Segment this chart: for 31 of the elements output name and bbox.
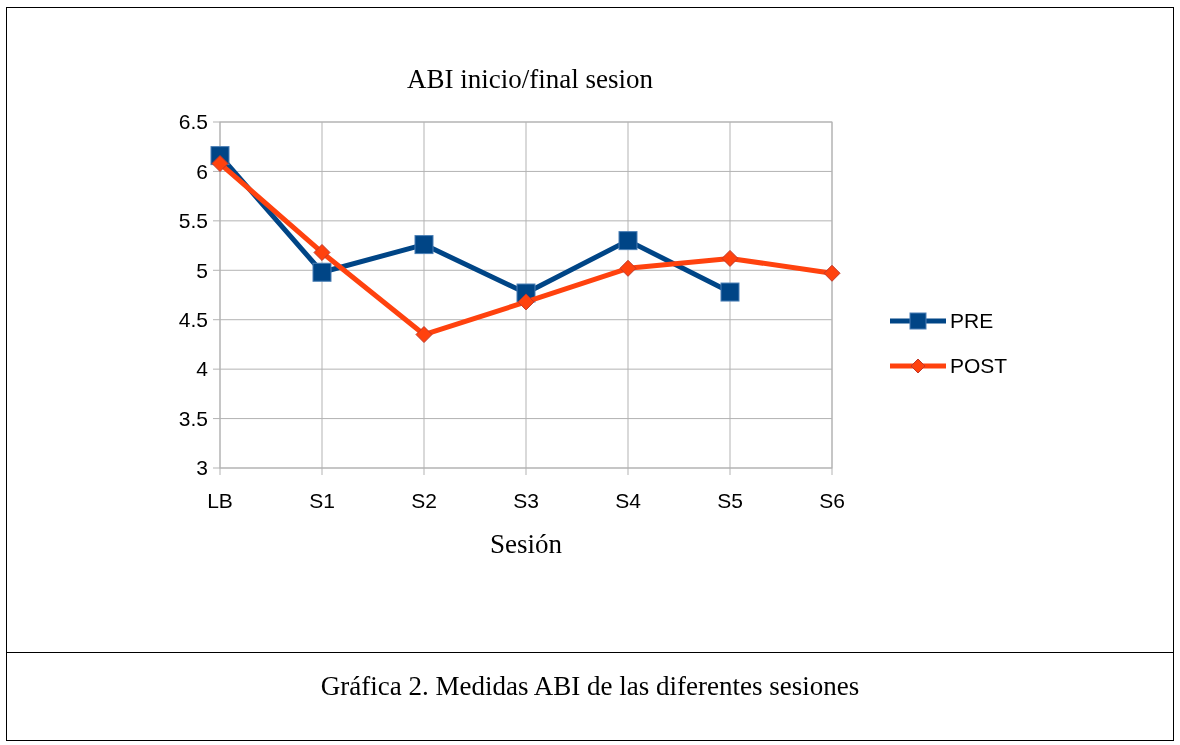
x-tick-label: S5: [717, 489, 743, 512]
text: Gráfica 2. Medidas ABI de las diferentes sesiones: [320, 671, 860, 701]
point: [517, 293, 535, 311]
point: [823, 264, 841, 282]
y-tick-label: 4: [196, 357, 209, 381]
legend-label: PRE: [950, 309, 994, 333]
x-tick-label: S4: [615, 489, 642, 512]
point: [720, 282, 740, 302]
x-tick-label: S2: [411, 489, 437, 512]
point: [211, 155, 229, 173]
x-tick-label: S6: [819, 489, 845, 512]
point: [415, 326, 433, 344]
legend-label: POST: [950, 354, 1008, 378]
x-axis-title: Sesión: [489, 529, 563, 559]
point: [618, 231, 638, 251]
y-tick-label: 4.5: [178, 308, 208, 332]
point: [313, 243, 331, 261]
x-tick-label: LB: [207, 489, 233, 512]
x-tick-label: S3: [513, 489, 539, 512]
y-tick-label: 6: [196, 159, 208, 183]
y-tick-label: 3.5: [178, 406, 208, 430]
y-tick-label: 3: [196, 456, 208, 480]
y-tick-label: 5.5: [178, 209, 208, 233]
point: [312, 262, 332, 282]
x-tick-label: S1: [309, 489, 335, 512]
point: [721, 249, 739, 267]
chart-title: ABI inicio/final sesion: [407, 64, 654, 94]
point: [414, 235, 434, 255]
y-tick-label: 6.5: [178, 110, 208, 134]
y-tick-label: 5: [196, 258, 208, 282]
point: [619, 259, 637, 277]
